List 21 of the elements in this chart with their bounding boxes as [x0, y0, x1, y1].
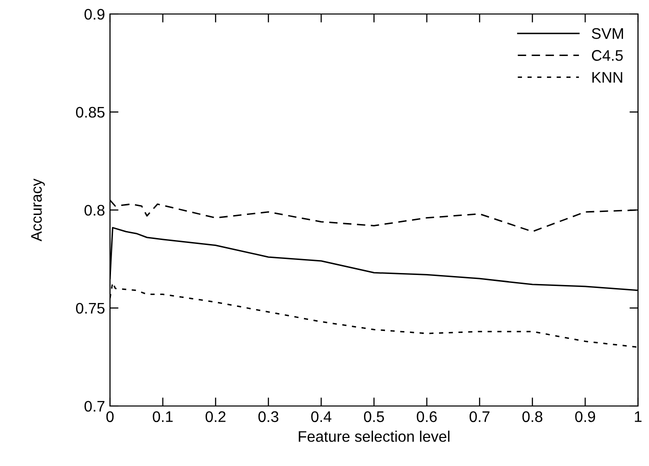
x-tick-label: 1 [634, 411, 642, 422]
legend-label: C4.5 [592, 50, 623, 61]
legend-label: KNN [592, 72, 622, 83]
y-tick-label: 0.85 [76, 106, 104, 118]
x-tick-label: 0.2 [206, 411, 226, 422]
x-tick-label: 0.5 [364, 411, 384, 422]
y-tick-label: 0.8 [84, 204, 104, 216]
legend-label: SVM [592, 28, 623, 39]
x-tick-label: 0.3 [258, 411, 278, 422]
x-tick-label: 0.9 [575, 411, 596, 422]
x-tick-label: 0.8 [522, 411, 542, 422]
x-tick-label: 0 [106, 411, 114, 422]
y-tick-label: 0.7 [84, 400, 104, 412]
x-tick-label: 0.6 [416, 411, 437, 422]
x-tick-label: 0.7 [470, 411, 490, 422]
y-tick-label: 0.9 [84, 8, 104, 20]
x-axis-title: Feature selection level [298, 430, 450, 442]
x-tick-label: 0.1 [152, 411, 173, 422]
y-tick-label: 0.75 [76, 302, 104, 314]
x-tick-label: 0.4 [311, 411, 332, 422]
y-axis-title: Accuracy [31, 178, 45, 242]
